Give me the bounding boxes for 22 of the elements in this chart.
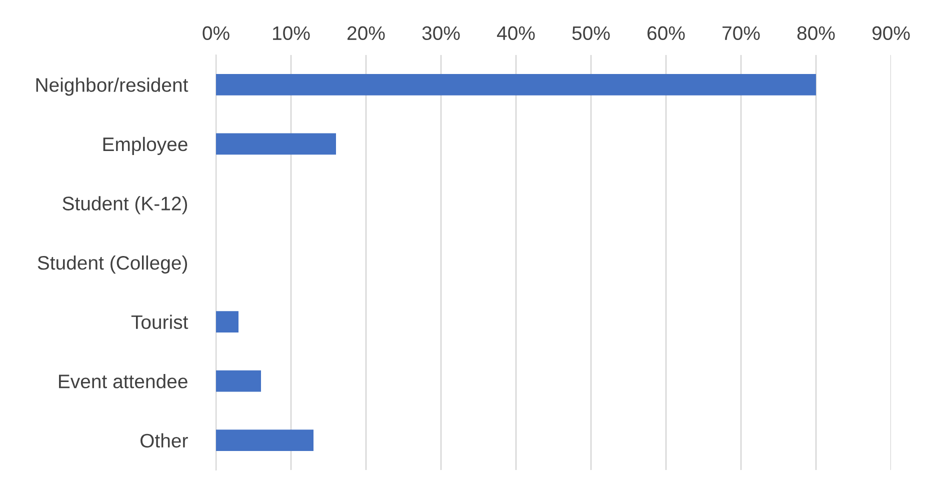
y-tick-label: Student (K-12): [62, 196, 188, 214]
y-tick-label: Neighbor/resident: [36, 78, 188, 96]
x-tick-label: 30%: [422, 26, 460, 40]
bar: [216, 311, 238, 332]
bar: [216, 430, 314, 452]
x-tick-label: 60%: [648, 26, 685, 40]
x-tick-label: 0%: [202, 26, 230, 40]
bar: [216, 74, 816, 96]
y-tick-label: Event attendee: [59, 374, 188, 388]
y-tick-label: Other: [140, 433, 188, 448]
y-tick-label: Tourist: [131, 314, 188, 330]
bar: [216, 133, 336, 155]
y-tick-label: Student (College): [38, 255, 188, 274]
x-tick-label: 50%: [572, 26, 610, 40]
bar: [216, 370, 261, 392]
x-tick-label: 10%: [273, 26, 310, 40]
x-tick-label: 20%: [348, 26, 385, 40]
x-tick-label: 70%: [722, 26, 760, 40]
x-tick-label: 80%: [797, 26, 835, 40]
y-tick-label: Employee: [103, 136, 188, 156]
x-tick-label: 40%: [496, 26, 535, 40]
x-tick-label: 90%: [872, 26, 910, 40]
